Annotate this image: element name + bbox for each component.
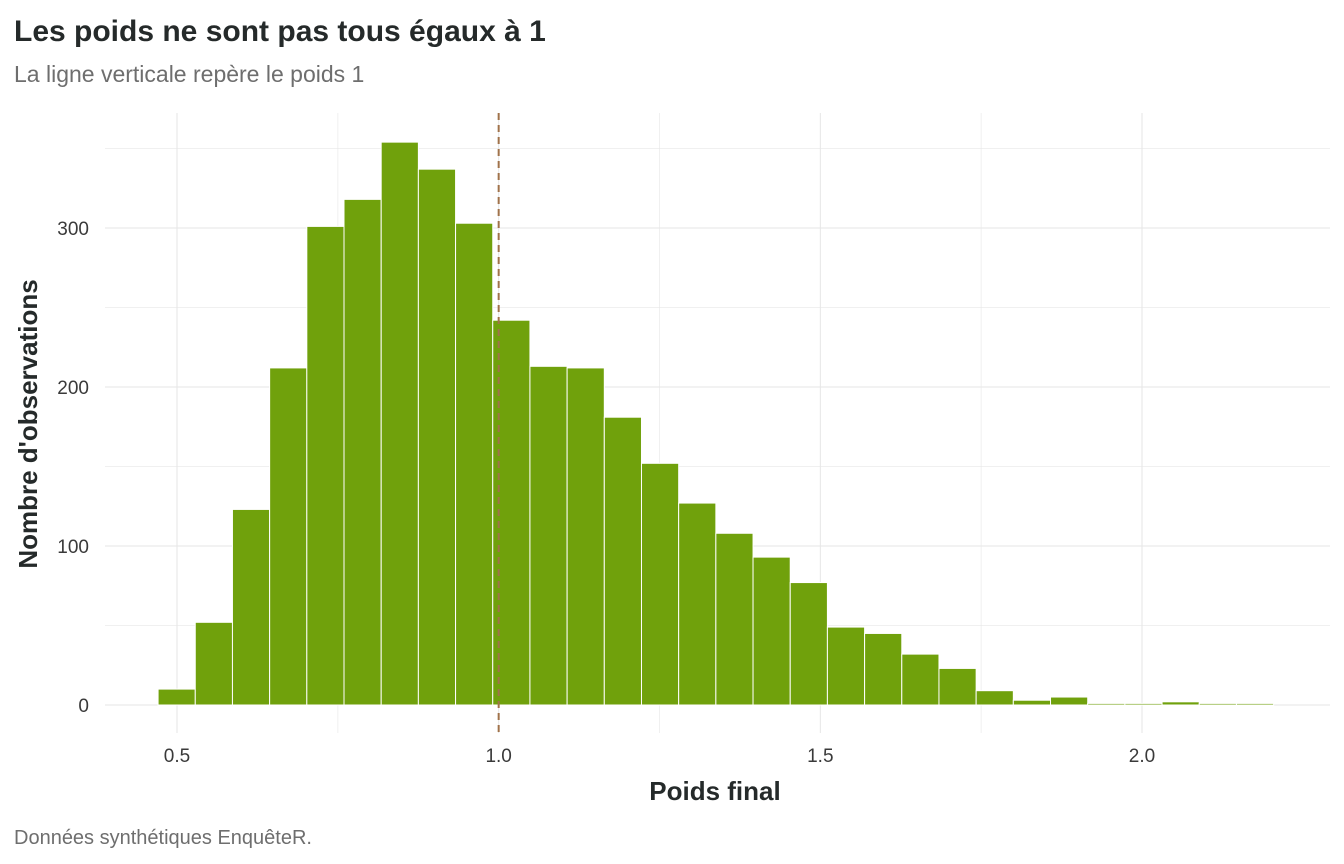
chart-subtitle: La ligne verticale repère le poids 1 xyxy=(14,61,364,87)
x-tick-label: 0.5 xyxy=(164,746,190,767)
histogram-bar xyxy=(343,198,382,706)
histogram-bar xyxy=(975,690,1014,706)
histogram-bar xyxy=(603,416,642,706)
histogram-bar xyxy=(380,141,419,706)
histogram-bar xyxy=(231,508,271,706)
y-axis-ticks: 0 100 200 300 xyxy=(57,219,89,717)
histogram-bar xyxy=(715,532,754,706)
histogram-bar xyxy=(1235,702,1275,706)
histogram-bar xyxy=(417,168,457,706)
x-tick-label: 2.0 xyxy=(1129,746,1155,767)
histogram-bar xyxy=(269,367,308,706)
y-axis-title: Nombre d'observations xyxy=(13,279,43,568)
histogram-bar xyxy=(901,653,940,706)
x-axis-ticks: 0.5 1.0 1.5 2.0 xyxy=(164,746,1155,767)
histogram-bar xyxy=(864,632,903,706)
histogram-bar xyxy=(529,365,568,706)
histogram-bar xyxy=(640,462,680,706)
x-axis-title: Poids final xyxy=(649,776,780,806)
histogram-bar xyxy=(1050,696,1089,706)
histogram-bar xyxy=(455,222,494,706)
histogram-bar xyxy=(1012,699,1052,706)
histogram-bars xyxy=(157,141,1275,706)
histogram-bar xyxy=(789,582,828,706)
histogram-bar xyxy=(678,502,717,706)
histogram-bar xyxy=(157,688,196,706)
x-tick-label: 1.5 xyxy=(807,746,833,767)
histogram-bar xyxy=(1198,702,1237,706)
histogram-bar xyxy=(306,225,345,706)
y-tick-label: 100 xyxy=(57,537,89,558)
chart-caption: Données synthétiques EnquêteR. xyxy=(14,827,312,849)
histogram-bar xyxy=(566,367,605,706)
chart-title: Les poids ne sont pas tous égaux à 1 xyxy=(14,15,546,48)
y-tick-label: 0 xyxy=(78,696,89,717)
histogram-bar xyxy=(1087,702,1126,706)
y-tick-label: 200 xyxy=(57,378,89,399)
histogram-bar xyxy=(826,626,866,706)
histogram-bar xyxy=(194,621,233,706)
y-tick-label: 300 xyxy=(57,219,89,240)
histogram-bar xyxy=(752,556,791,706)
histogram-bar xyxy=(1161,701,1200,706)
histogram-bar xyxy=(1124,702,1163,706)
histogram-bar xyxy=(938,667,977,706)
x-tick-label: 1.0 xyxy=(485,746,511,767)
